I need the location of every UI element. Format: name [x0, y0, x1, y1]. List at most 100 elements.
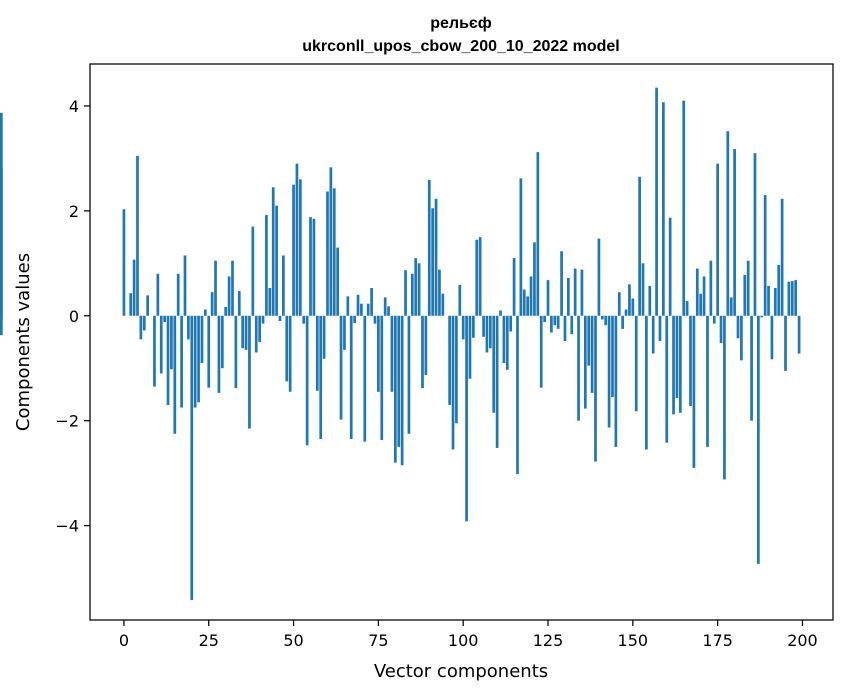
bar-136: [583, 315, 587, 409]
bar-88: [421, 315, 424, 389]
bar-77: [383, 297, 387, 316]
bar-15: [173, 315, 177, 434]
bar-75: [377, 315, 380, 392]
bar-160: [665, 315, 669, 443]
bar-67: [349, 315, 353, 440]
bar-156: [651, 315, 655, 354]
chart-title-line-1: рельєф: [430, 15, 492, 32]
bar-4: [136, 155, 139, 316]
bar-14: [170, 315, 173, 370]
bar-74: [373, 315, 377, 324]
bar-16: [176, 273, 180, 316]
bar-161: [668, 217, 672, 316]
bar-158: [658, 315, 662, 341]
bar-103: [472, 315, 475, 338]
bar-60: [326, 191, 329, 316]
bar-190: [767, 285, 770, 316]
bar-36: [244, 315, 248, 350]
bar-147: [621, 315, 625, 329]
bar-144: [611, 315, 614, 398]
y-axis-label: Components values: [13, 253, 34, 431]
bar-199: [797, 315, 801, 354]
bar-9: [153, 315, 156, 387]
bar-176: [719, 315, 723, 344]
bar-177: [723, 315, 726, 480]
bar-52: [298, 179, 302, 316]
bar-78: [387, 306, 390, 316]
bar-150: [631, 298, 635, 316]
bar-181: [736, 315, 740, 339]
bar-66: [346, 296, 350, 316]
bar-187: [757, 315, 760, 564]
bar-37: [248, 315, 251, 429]
bar-39: [254, 315, 258, 353]
bar-100: [461, 315, 465, 340]
bar-101: [465, 315, 468, 522]
bar-40: [258, 315, 261, 342]
bar-141: [600, 315, 604, 320]
bar-13: [166, 315, 170, 405]
bar-10: [156, 273, 160, 316]
bar-170: [699, 293, 703, 316]
bar-55: [309, 217, 312, 316]
x-axis-ticks: 0 25 50 75 100 125 150 175 200: [119, 620, 818, 650]
bar-22: [197, 315, 200, 403]
bar-56: [312, 218, 316, 316]
bar-91: [431, 208, 435, 316]
bar-32: [231, 260, 234, 316]
bar-58: [319, 315, 323, 440]
bar-148: [624, 309, 628, 316]
bar-53: [302, 315, 306, 324]
bar-21: [193, 315, 197, 408]
bar-65: [343, 315, 346, 350]
bar-57: [315, 315, 319, 391]
bar-41: [261, 315, 265, 324]
bar-113: [505, 315, 509, 370]
bar-122: [536, 152, 540, 316]
bar-38: [251, 226, 255, 316]
bar-24: [203, 309, 207, 316]
bar-191: [770, 315, 774, 360]
bar-140: [597, 238, 601, 316]
bar-94: [441, 293, 445, 316]
bar-152: [638, 176, 641, 316]
bar-18: [183, 255, 187, 316]
bar-183: [743, 274, 747, 316]
y-tick-label: 2: [69, 202, 79, 221]
bar-188: [760, 315, 764, 318]
bar-182: [740, 315, 743, 361]
bar-49: [288, 315, 292, 392]
x-tick-label: 75: [368, 631, 388, 650]
bar-159: [662, 102, 665, 316]
bar-series: [0, 87, 801, 601]
bar-71: [363, 315, 367, 442]
bar-61: [329, 167, 333, 316]
bar-50: [292, 184, 295, 316]
bar-107: [485, 315, 489, 353]
bar-106: [482, 315, 485, 337]
bar-189: [763, 195, 767, 316]
bar-149: [628, 284, 631, 316]
bar-19: [187, 315, 190, 340]
bar-164: [678, 315, 682, 413]
bar-132: [570, 315, 574, 335]
bar-146: [617, 292, 621, 316]
bar-81: [397, 315, 401, 447]
bar-135: [580, 269, 584, 316]
bar-133: [573, 268, 577, 316]
bar-45: [275, 205, 278, 316]
bar-42: [265, 215, 268, 316]
bar-11: [159, 315, 163, 374]
bar-180: [733, 148, 736, 316]
bar-46: [278, 315, 282, 322]
bar-178: [726, 131, 730, 316]
bar-172: [706, 315, 709, 447]
x-tick-label: 100: [448, 631, 479, 650]
bar-114: [509, 315, 513, 332]
bar-35: [241, 315, 245, 349]
bar-33: [234, 315, 238, 389]
bar-89: [424, 315, 428, 376]
bar-27: [214, 260, 217, 316]
bar-154: [645, 315, 648, 450]
bar-73: [370, 287, 373, 316]
